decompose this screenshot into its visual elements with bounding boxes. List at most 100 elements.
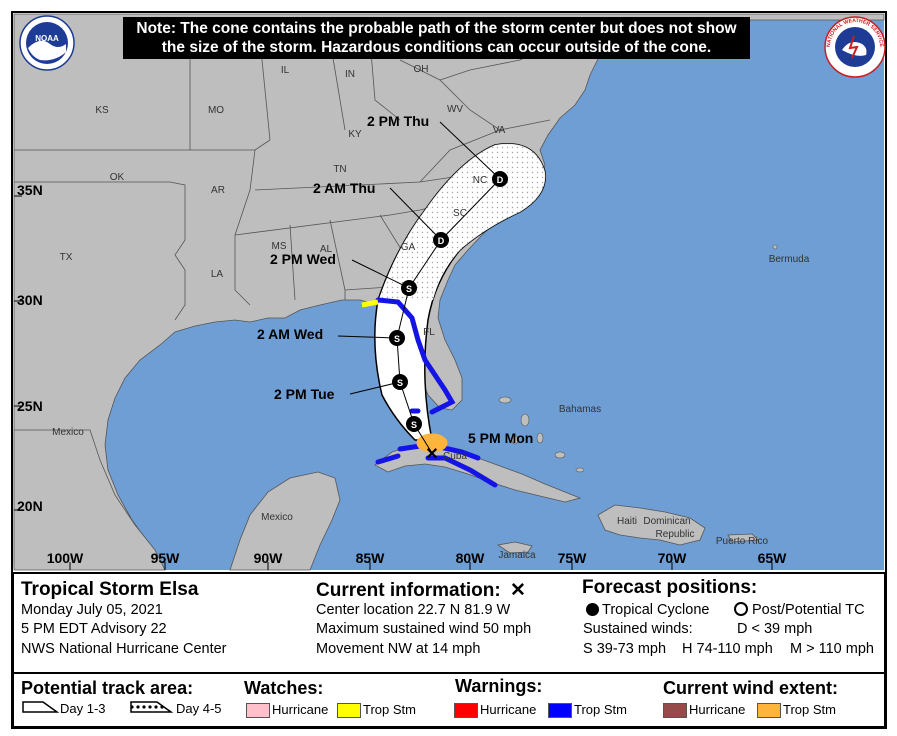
current-position-x-icon: ✕ (425, 446, 438, 463)
svg-text:S: S (411, 420, 417, 430)
mexico-land (13, 429, 166, 571)
marker-s (389, 330, 405, 346)
lon-label: 65W (758, 550, 788, 566)
fp-s: S 39-73 mph (583, 641, 667, 657)
watches-title: Watches: (244, 678, 324, 698)
lon-label: 90W (254, 550, 284, 566)
hurricane-warning-swatch (454, 703, 478, 718)
time-label: 5 PM Mon (468, 430, 533, 446)
warnings-title: Warnings: (455, 676, 543, 696)
lon-label: 70W (658, 550, 688, 566)
place-label: Puerto Rico (716, 536, 769, 547)
yucatan-land (229, 471, 341, 571)
forecast-positions-title: Forecast positions: (582, 577, 758, 598)
lon-label: 95W (151, 550, 181, 566)
hurricane-watch-swatch (246, 703, 270, 718)
lat-label: 25N (17, 398, 43, 414)
state-borders (14, 39, 561, 321)
hurricane-wind-label: Hurricane (689, 702, 746, 717)
state-label: GA (401, 242, 416, 253)
ts-warning-swatch (548, 703, 572, 718)
lon-label: 100W (47, 550, 84, 566)
leader-lines (337, 121, 501, 395)
note-line-1: Note: The cone contains the probable pat… (136, 20, 737, 37)
svg-text:S: S (394, 334, 400, 344)
day45-icon (130, 701, 174, 713)
jamaica-land (496, 541, 533, 554)
hurricane-wind-swatch (663, 703, 687, 718)
place-label: Mexico (261, 512, 293, 523)
fp-d: D < 39 mph (737, 621, 813, 637)
marker-d (492, 171, 508, 187)
svg-text:D: D (497, 175, 504, 185)
noaa-logo: NOAA (19, 15, 75, 71)
place-label: Cuba (443, 451, 467, 462)
svg-text:S: S (397, 378, 403, 388)
open-circle-icon (734, 602, 748, 616)
state-label: TN (333, 164, 346, 175)
place-label: Bermuda (769, 254, 810, 265)
marker-s (392, 374, 408, 390)
place-label: Republic (656, 529, 695, 540)
place-label: Mexico (52, 427, 84, 438)
noaa-logo-text: NOAA (35, 34, 59, 43)
fp-post: Post/Potential TC (734, 602, 865, 618)
fp-tropical: Tropical Cyclone (586, 602, 709, 618)
state-label: AR (211, 185, 225, 196)
lon-labels: 100W 95W 90W 85W 80W 75W 70W 65W (47, 550, 787, 566)
forecast-time-labels: 5 PM Mon 2 PM Tue 2 AM Wed 2 PM Wed 2 AM… (257, 113, 533, 446)
lat-label: 30N (17, 292, 43, 308)
current-wind: Maximum sustained wind 50 mph (316, 621, 532, 637)
puerto-rico-land (727, 533, 759, 543)
lon-label: 80W (456, 550, 486, 566)
ts-warning-label: Trop Stm (574, 702, 627, 717)
lat-labels: 35N 30N 25N 20N (17, 182, 43, 514)
state-label: IL (281, 65, 290, 76)
hurricane-watch-label: Hurricane (272, 702, 329, 717)
hurricane-warning-label: Hurricane (480, 702, 537, 717)
fp-m: M > 110 mph (790, 641, 874, 657)
lat-label: 35N (17, 182, 43, 198)
state-label: MS (272, 241, 287, 252)
state-label: IN (345, 69, 355, 80)
marker-s (401, 280, 417, 296)
state-label: AL (320, 244, 333, 255)
state-label: SC (453, 208, 467, 219)
track-area-title: Potential track area: (21, 678, 194, 698)
x-icon: ✕ (510, 580, 526, 601)
place-labels: Bermuda Mexico Bahamas Cuba Mexico Haiti… (52, 254, 810, 561)
position-markers: S S S S D D (389, 171, 508, 432)
ts-watch-line (361, 299, 379, 308)
day45-label: Day 4-5 (176, 701, 222, 716)
svg-text:D: D (438, 236, 445, 246)
note-line-2: the size of the storm. Hazardous conditi… (161, 39, 712, 56)
ts-watch-label: Trop Stm (363, 702, 416, 717)
ts-wind-extent (416, 433, 448, 453)
time-label: 2 PM Wed (270, 251, 336, 267)
time-label: 2 AM Thu (313, 180, 375, 196)
current-info-title-text: Current information: (316, 580, 501, 601)
state-label: WV (447, 104, 463, 115)
fp-tropical-label: Tropical Cyclone (602, 602, 710, 618)
state-label: MO (208, 105, 224, 116)
cone-note: Note: The cone contains the probable pat… (123, 17, 750, 59)
storm-source: NWS National Hurricane Center (21, 641, 227, 657)
place-label: Jamaica (498, 550, 536, 561)
graticule-ticks (14, 195, 773, 570)
svg-text:S: S (406, 284, 412, 294)
fp-h: H 74-110 mph (682, 641, 773, 657)
state-labels: KS MO IL IN OH WV VA KY NC TN OK AR SC M… (60, 64, 506, 338)
filled-circle-icon (586, 603, 599, 616)
ts-wind-swatch (757, 703, 781, 718)
storm-advisory: 5 PM EDT Advisory 22 (21, 621, 167, 637)
wind-extent-title: Current wind extent: (663, 678, 839, 698)
marker-s (406, 416, 422, 432)
panel-divider (14, 672, 884, 674)
marker-d (433, 232, 449, 248)
state-label: KY (348, 129, 362, 140)
state-label: TX (60, 252, 73, 263)
time-label: 2 PM Thu (367, 113, 429, 129)
state-label: FL (423, 327, 435, 338)
